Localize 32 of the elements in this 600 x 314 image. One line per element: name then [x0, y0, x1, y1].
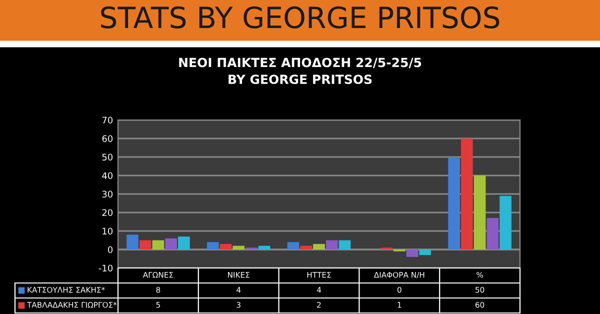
- y-tick-label: 50: [102, 154, 113, 161]
- y-tick-label: 10: [102, 228, 113, 235]
- bar: [486, 218, 499, 250]
- bar: [338, 240, 351, 250]
- bar: [500, 196, 512, 250]
- bar: [220, 244, 232, 250]
- y-tick-label: 40: [102, 172, 113, 180]
- bar: [178, 236, 190, 250]
- chart-title: STATS BY GEORGE PRITSOS: [101, 6, 500, 28]
- y-tick-label: 60: [102, 135, 113, 142]
- bar: [258, 246, 270, 250]
- chart-subtitle: ΝΕΟΙ ΠΑΙΚΤΕΣ ΑΠΟΔΟΣΗ 22/5-25/5 BY GEORGE PRITSOS: [179, 58, 422, 84]
- bar: [165, 238, 177, 250]
- bar: [126, 234, 138, 250]
- bar: [474, 176, 486, 250]
- bar: [300, 246, 312, 250]
- y-tick-label: 20: [102, 209, 113, 216]
- bar: [448, 157, 460, 250]
- bar: [139, 240, 152, 250]
- bar: [419, 250, 432, 256]
- bar: [152, 240, 164, 250]
- bar: [287, 242, 300, 250]
- bar: [326, 240, 338, 250]
- bar: [206, 242, 219, 250]
- y-tick-label: 70: [102, 116, 113, 124]
- y-tick-label: -10: [98, 264, 113, 272]
- bar: [313, 244, 325, 250]
- bar: [406, 250, 418, 257]
- bar: [232, 246, 245, 250]
- y-tick-label: 0: [108, 246, 113, 254]
- y-tick-label: 30: [102, 190, 113, 198]
- bar: [461, 138, 473, 250]
